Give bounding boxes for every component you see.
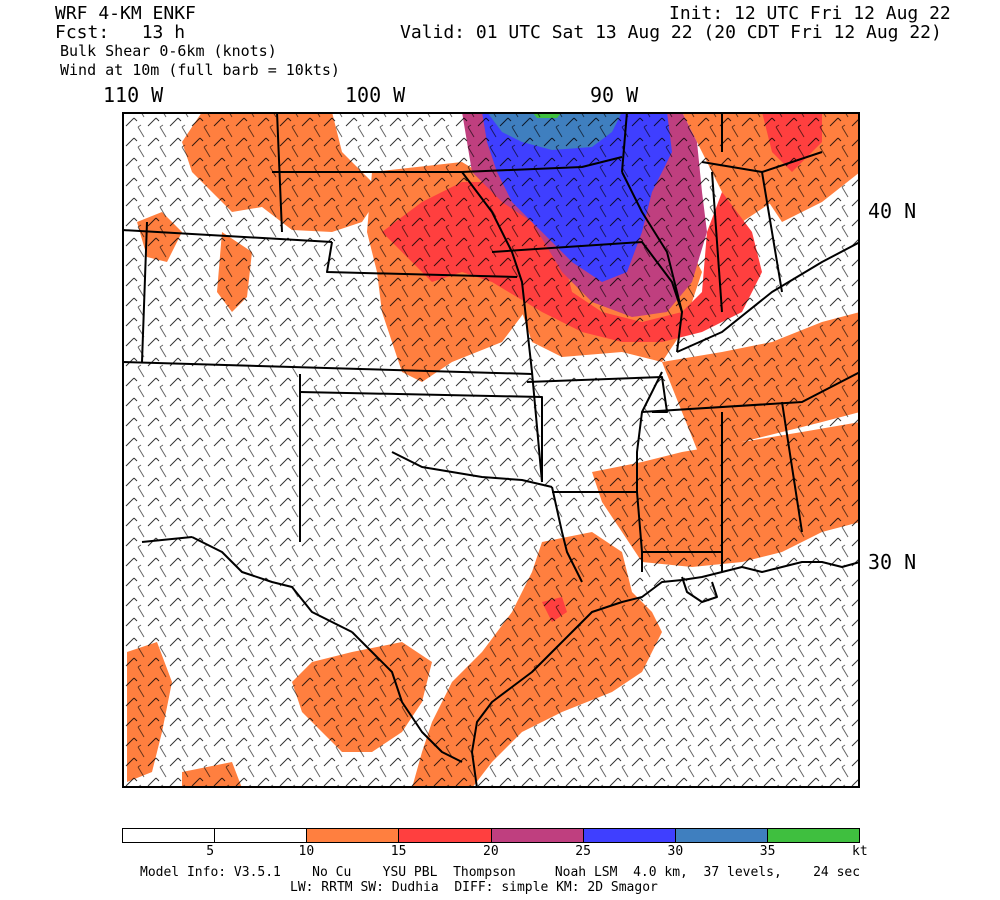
shear-map [122,112,860,788]
map-frame [122,112,860,788]
field-title-wind: Wind at 10m (full barb = 10kts) [60,61,340,79]
colorbar-tick-label: 25 [575,844,591,859]
model-title: WRF 4-KM ENKF [55,3,196,24]
shear-colorbar [122,828,860,843]
state-boundaries [122,112,860,763]
wind-barbs-alt [122,112,860,788]
colorbar-segment [123,829,216,842]
colorbar-segment [491,829,584,842]
lat-label-40n: 40 N [868,199,917,223]
colorbar-tick-label: 15 [390,844,407,859]
lon-label-110w: 110 W [103,83,164,107]
colorbar-segment [215,829,308,842]
lat-label-30n: 30 N [868,550,917,574]
colorbar-tick-label: 30 [667,844,684,859]
lon-label-90w: 90 W [590,83,639,107]
colorbar-tick-label: 10 [298,844,315,859]
model-info-line1: Model Info: V3.5.1 No Cu YSU PBL Thompso… [140,865,861,880]
colorbar-tick-label: 20 [483,844,499,859]
colorbar-segment [675,829,768,842]
colorbar-tick-label: 35 [759,844,776,859]
gulf-coastline [471,561,860,788]
model-info-line2: LW: RRTM SW: Dudhia DIFF: simple KM: 2D … [290,880,658,895]
colorbar-tick-label: kt [852,844,868,859]
colorbar-segment [307,829,400,842]
field-title-shear: Bulk Shear 0-6km (knots) [60,42,277,60]
forecast-hour: Fcst: 13 h [55,22,186,43]
colorbar-tick-label: 5 [206,844,215,859]
valid-time: Valid: 01 UTC Sat 13 Aug 22 (20 CDT Fri … [400,22,942,43]
colorbar-segment [583,829,676,842]
colorbar-segment [767,829,859,842]
init-time: Init: 12 UTC Fri 12 Aug 22 [669,3,951,24]
colorbar-segment [399,829,492,842]
lon-label-100w: 100 W [345,83,406,107]
map-panel [122,112,860,788]
